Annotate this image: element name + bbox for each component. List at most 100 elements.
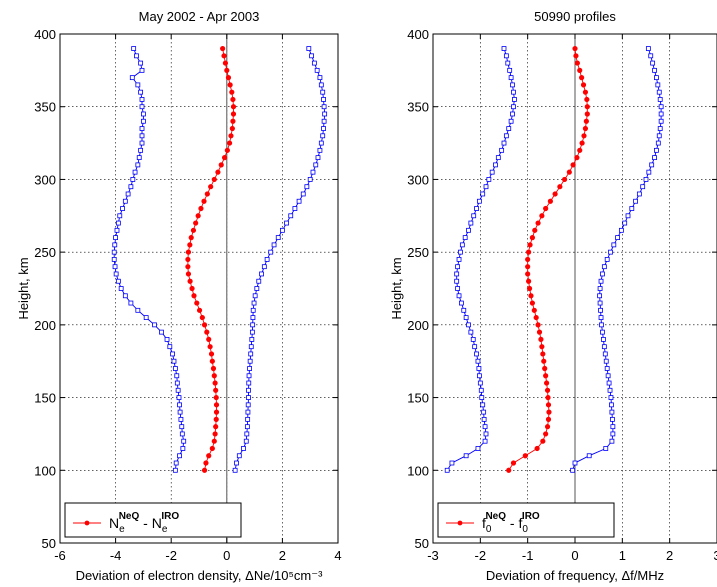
point-mean: [529, 235, 536, 241]
point-lower: [455, 264, 461, 270]
point-mean: [522, 453, 528, 459]
point-upper: [313, 162, 319, 168]
point-mean: [213, 416, 219, 422]
point-lower: [495, 155, 501, 161]
point-mean: [224, 67, 230, 73]
legend-sup: IRO: [161, 511, 179, 522]
point-lower: [472, 344, 478, 350]
point-lower: [140, 118, 146, 124]
point-upper: [598, 278, 604, 284]
point-mean: [230, 118, 236, 124]
point-mean: [574, 155, 580, 161]
point-upper: [259, 271, 264, 277]
point-upper: [249, 329, 255, 335]
point-mean: [582, 89, 589, 95]
point-mean: [526, 249, 532, 255]
point-mean: [203, 460, 209, 466]
point-upper: [250, 315, 256, 320]
point-upper: [241, 446, 246, 451]
point-upper: [655, 140, 661, 146]
point-mean: [535, 322, 541, 328]
point-upper: [304, 184, 310, 190]
point-lower: [456, 293, 462, 299]
point-lower: [178, 416, 184, 422]
point-mean: [208, 351, 215, 357]
point-upper: [609, 402, 614, 408]
point-upper: [657, 126, 663, 131]
point-lower: [456, 257, 462, 262]
point-upper: [608, 249, 613, 255]
point-lower: [111, 249, 117, 255]
point-lower: [475, 358, 481, 364]
point-upper: [245, 416, 251, 422]
point-lower: [477, 380, 483, 386]
point-mean: [561, 176, 568, 183]
point-lower: [112, 242, 118, 248]
point-mean: [579, 140, 585, 146]
point-upper: [604, 366, 610, 371]
point-mean: [229, 125, 235, 132]
point-mean: [204, 191, 210, 197]
point-mean: [222, 60, 229, 66]
point-upper: [288, 213, 294, 219]
point-upper: [656, 133, 662, 139]
legend-marker: [84, 520, 90, 526]
point-mean: [545, 402, 552, 408]
point-lower: [131, 46, 137, 51]
point-mean: [198, 205, 204, 212]
legend-base: f: [482, 515, 486, 531]
point-lower: [132, 169, 138, 175]
point-upper: [321, 104, 327, 110]
legend-sub: e: [119, 524, 125, 535]
point-lower: [468, 220, 474, 226]
point-lower: [463, 453, 469, 459]
point-lower: [139, 133, 145, 139]
point-upper: [271, 242, 277, 248]
point-lower: [461, 307, 467, 313]
x-tick-label: 4: [334, 548, 341, 563]
point-upper: [658, 118, 664, 124]
point-upper: [307, 177, 313, 182]
point-mean: [213, 394, 219, 401]
point-lower: [508, 75, 514, 81]
point-mean: [206, 453, 212, 459]
point-lower: [181, 438, 187, 444]
point-upper: [640, 184, 646, 190]
point-lower: [135, 162, 141, 168]
point-upper: [321, 97, 326, 102]
point-mean: [544, 387, 551, 393]
point-lower: [449, 460, 455, 466]
point-mean: [545, 416, 552, 422]
point-upper: [622, 220, 628, 226]
point-upper: [607, 387, 613, 393]
point-upper: [232, 467, 238, 473]
point-upper: [600, 329, 605, 335]
point-upper: [264, 257, 270, 262]
point-mean: [526, 285, 533, 292]
point-lower: [138, 147, 144, 153]
point-mean: [185, 256, 191, 263]
point-mean: [570, 162, 576, 168]
point-upper: [321, 118, 327, 124]
point-mean: [529, 300, 536, 306]
point-lower: [139, 140, 145, 146]
point-mean: [544, 424, 551, 430]
point-mean: [224, 147, 230, 153]
point-mean: [543, 380, 550, 386]
point-lower: [138, 89, 144, 95]
point-mean: [215, 169, 221, 175]
point-lower: [129, 75, 135, 81]
point-lower: [468, 329, 474, 335]
point-lower: [128, 300, 134, 306]
point-mean: [225, 75, 232, 81]
point-mean: [535, 220, 541, 226]
point-mean: [525, 256, 531, 263]
point-upper: [633, 198, 638, 204]
legend-sep: -: [139, 515, 151, 531]
point-lower: [159, 329, 164, 335]
point-upper: [247, 366, 252, 371]
point-lower: [483, 184, 489, 190]
y-tick-label: 150: [407, 391, 429, 406]
point-lower: [179, 424, 185, 430]
point-lower: [115, 278, 121, 284]
